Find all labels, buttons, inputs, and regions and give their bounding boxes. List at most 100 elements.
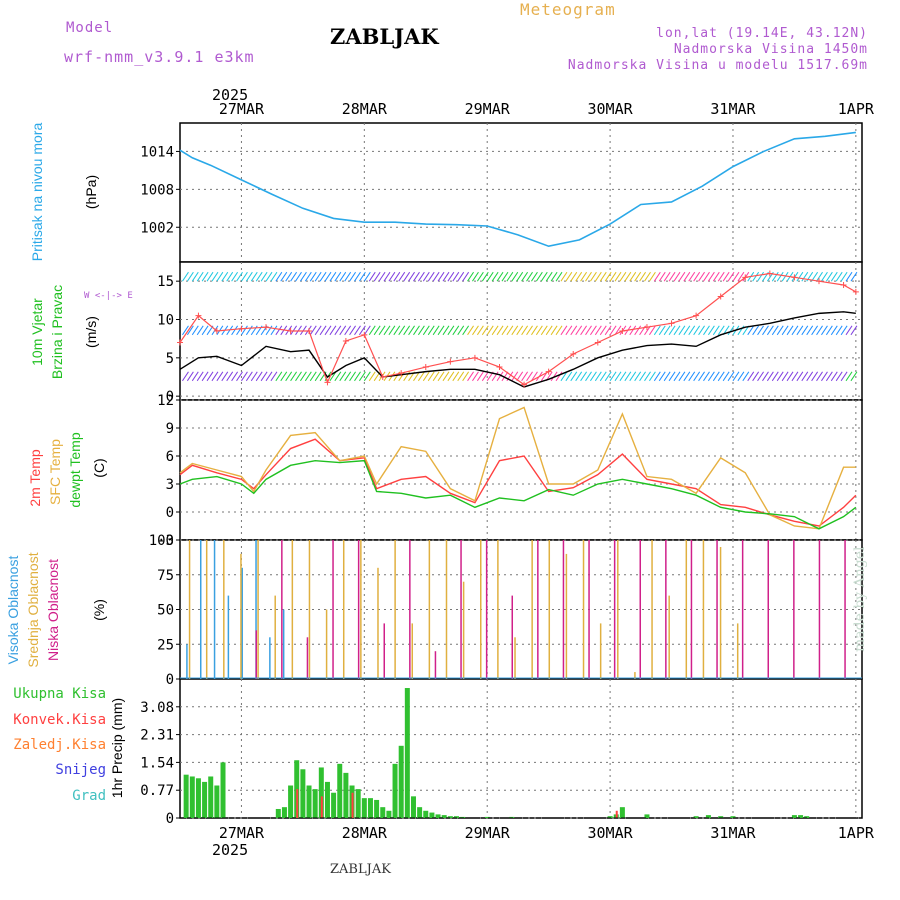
wind-gust-marker <box>238 325 245 332</box>
wind-barb <box>265 325 273 336</box>
wind-barb <box>531 325 538 336</box>
wind-gust-marker <box>213 328 220 334</box>
wind-barb <box>776 371 784 382</box>
wind-barb <box>678 271 686 282</box>
wind-barb <box>545 271 553 282</box>
precip-total-bar <box>208 776 214 818</box>
wind-barb <box>354 371 361 382</box>
wind-barb <box>462 371 470 382</box>
wind-barb <box>339 271 347 282</box>
wind-barb <box>241 271 248 282</box>
wind-barb <box>717 371 725 382</box>
wind-barb <box>329 271 337 282</box>
wind-barb <box>324 271 332 282</box>
precip-total-bar <box>374 799 380 818</box>
wind-barb <box>712 371 720 382</box>
wind-barb <box>457 371 465 382</box>
wind-barb <box>442 271 450 282</box>
wind-barb <box>226 371 234 382</box>
wind-barb <box>786 325 794 336</box>
wind-barb <box>481 325 489 336</box>
day-label-bottom: 28MAR <box>342 824 388 842</box>
precip-legend-item: Zaledj.Kisa <box>13 737 106 753</box>
wind-barb <box>673 325 681 336</box>
wind-barb <box>275 271 283 282</box>
wind-barb <box>781 271 789 282</box>
wind-barb <box>245 371 253 382</box>
dewpoint-line <box>179 459 857 530</box>
wind-barb <box>850 371 858 382</box>
wind-barb <box>801 325 809 336</box>
wind-gust-marker <box>471 354 478 361</box>
wind-barb <box>285 371 293 382</box>
wind-barb <box>840 371 848 382</box>
wind-barb <box>585 325 592 336</box>
wind-barb <box>653 325 661 336</box>
wind-barb <box>683 325 691 336</box>
wind-barb <box>786 371 794 382</box>
wind-barb <box>231 371 239 382</box>
wind-barb <box>521 271 529 282</box>
wind-barb <box>550 325 558 336</box>
wind-barb <box>309 325 317 336</box>
wind-barb <box>378 271 386 282</box>
wind-barb <box>339 371 347 382</box>
panel-frame <box>179 122 863 263</box>
precip-total-bar <box>361 798 367 818</box>
wind-barb <box>383 325 391 336</box>
wind-barb <box>417 371 425 382</box>
wind-barb <box>732 371 740 382</box>
wind-barb <box>476 271 484 282</box>
wind-barb <box>806 371 814 382</box>
wind-gust-marker <box>840 282 847 288</box>
wind-barb <box>791 325 799 336</box>
wind-barb <box>476 325 484 336</box>
wind-barb <box>358 325 366 336</box>
wind-barb <box>511 271 519 282</box>
wind-barb <box>462 271 470 282</box>
precip-total-bar <box>214 785 220 818</box>
wind-barb <box>629 371 637 382</box>
wind-barb <box>486 325 494 336</box>
wind-barb <box>358 271 366 282</box>
wind-barb <box>644 271 651 282</box>
high-cloud-axis-title: Visoka Oblacnost <box>5 556 21 665</box>
wind-gust-marker <box>398 370 405 377</box>
wind-gust-marker <box>570 351 577 357</box>
precip-legend-item: Ukupna Kisa <box>13 686 106 702</box>
credit-watermark: made by Angel <box>852 546 868 653</box>
wind-barb <box>796 325 804 336</box>
wind-barb <box>363 371 371 382</box>
wind-barb <box>830 371 838 382</box>
wind-barb <box>560 371 568 382</box>
precip-total-bar <box>484 816 490 818</box>
wind-barb <box>491 271 499 282</box>
wind-barb <box>354 325 361 336</box>
wind-barb <box>762 371 769 382</box>
wind-barb <box>300 371 307 382</box>
precip-total-bar <box>337 763 343 818</box>
wind-barb <box>821 371 828 382</box>
wind-barb <box>737 271 745 282</box>
precip-total-bar <box>343 772 349 818</box>
wind-barb <box>703 271 710 282</box>
day-label-bottom: 27MAR <box>219 824 265 842</box>
wind-barb <box>590 325 597 336</box>
precip-total-bar <box>693 816 699 818</box>
wind-barb <box>526 371 533 382</box>
wind-barb <box>206 371 214 382</box>
y-tick-label: 6 <box>166 449 174 465</box>
day-label-bottom: 29MAR <box>465 824 511 842</box>
wind-barb <box>408 271 415 282</box>
wind-barb <box>575 271 583 282</box>
wind-barb <box>673 271 681 282</box>
wind-barb <box>717 325 725 336</box>
wind-barb <box>521 371 529 382</box>
wind-barb <box>594 325 602 336</box>
model-label: Model <box>66 20 114 36</box>
wind-barb <box>806 325 814 336</box>
wind-barb <box>476 371 484 382</box>
wind-barb <box>241 325 248 336</box>
wind-barb <box>422 271 430 282</box>
wind-barb <box>693 371 701 382</box>
